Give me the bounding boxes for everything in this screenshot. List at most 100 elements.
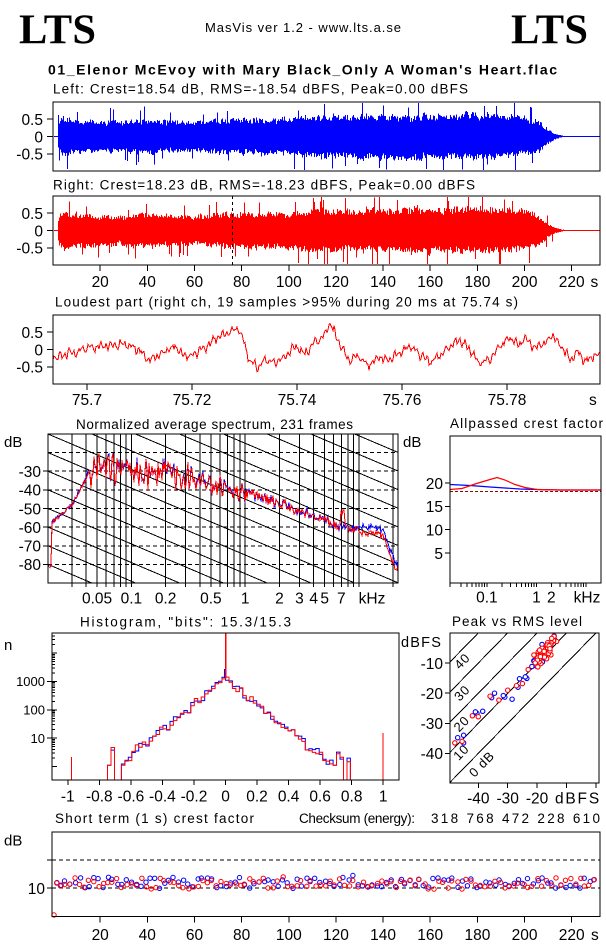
svg-text:160: 160 (417, 927, 443, 944)
svg-text:100: 100 (23, 703, 45, 718)
svg-text:dBFS: dBFS (401, 635, 442, 651)
svg-text:-60: -60 (19, 520, 42, 537)
svg-text:1: 1 (241, 591, 250, 608)
svg-text:7: 7 (337, 591, 346, 608)
svg-text:0.5: 0.5 (21, 112, 43, 129)
svg-text:15: 15 (426, 499, 443, 516)
svg-text:LTS: LTS (19, 7, 96, 54)
svg-text:0.5: 0.5 (200, 591, 222, 608)
svg-text:Normalized average spectrum, 2: Normalized average spectrum, 231 frames (76, 417, 353, 432)
svg-text:100: 100 (276, 274, 302, 291)
svg-text:-0.5: -0.5 (16, 241, 43, 258)
svg-text:01_Elenor McEvoy with Mary Bla: 01_Elenor McEvoy with Mary Black_Only A … (48, 62, 557, 78)
svg-text:MasVis ver 1.2 - www.lts.a.se: MasVis ver 1.2 - www.lts.a.se (205, 20, 401, 35)
svg-text:-0.2: -0.2 (181, 789, 208, 806)
svg-text:LTS: LTS (511, 7, 588, 54)
svg-text:318 768 472 228 610: 318 768 472 228 610 (431, 811, 600, 826)
svg-text:2: 2 (275, 591, 284, 608)
svg-text:-30: -30 (496, 791, 519, 808)
svg-text:10: 10 (426, 523, 444, 540)
svg-text:-0.8: -0.8 (86, 789, 113, 806)
svg-text:-40: -40 (467, 791, 490, 808)
svg-text:75.72: 75.72 (173, 392, 212, 409)
svg-text:Loudest part (right ch, 19 sam: Loudest part (right ch, 19 samples >95% … (55, 295, 518, 310)
svg-text:0: 0 (221, 789, 230, 806)
svg-text:2: 2 (547, 590, 556, 607)
svg-text:-10: -10 (421, 656, 444, 673)
svg-text:0.2: 0.2 (155, 591, 177, 608)
svg-text:-0.5: -0.5 (16, 147, 43, 164)
svg-text:10: 10 (31, 731, 45, 746)
svg-text:0.5: 0.5 (21, 325, 43, 342)
svg-text:0.8: 0.8 (341, 789, 363, 806)
svg-text:4: 4 (309, 591, 318, 608)
svg-text:5: 5 (434, 546, 443, 563)
svg-text:200: 200 (512, 927, 538, 944)
svg-text:dB: dB (4, 833, 22, 850)
svg-text:-1: -1 (61, 789, 75, 806)
svg-text:Checksum (energy):: Checksum (energy): (299, 811, 415, 826)
svg-text:0.6: 0.6 (309, 789, 331, 806)
svg-text:Left: Crest=18.54 dB, RMS=-18.: Left: Crest=18.54 dB, RMS=-18.54 dBFS, P… (53, 82, 468, 97)
svg-text:-40: -40 (19, 483, 42, 500)
svg-text:dBFS: dBFS (555, 791, 601, 808)
svg-text:-0.6: -0.6 (118, 789, 145, 806)
svg-text:Histogram, "bits": 15.3/15.3: Histogram, "bits": 15.3/15.3 (80, 614, 291, 629)
svg-text:75.78: 75.78 (488, 392, 527, 409)
svg-text:kHz: kHz (574, 590, 601, 607)
svg-text:3: 3 (295, 591, 304, 608)
svg-text:0: 0 (34, 129, 43, 146)
svg-text:120: 120 (323, 274, 349, 291)
svg-text:180: 180 (464, 927, 490, 944)
svg-text:-70: -70 (19, 539, 42, 556)
svg-text:Short term (1 s) crest factor: Short term (1 s) crest factor (55, 811, 255, 826)
svg-text:0.1: 0.1 (476, 590, 498, 607)
svg-text:Right: Crest=18.23 dB, RMS=-18: Right: Crest=18.23 dB, RMS=-18.23 dBFS, … (53, 178, 475, 193)
svg-text:1: 1 (532, 590, 541, 607)
svg-text:40: 40 (139, 927, 157, 944)
svg-text:0.1: 0.1 (121, 591, 143, 608)
svg-text:0.05: 0.05 (82, 591, 112, 608)
svg-text:-30: -30 (421, 716, 444, 733)
svg-text:-20: -20 (526, 791, 549, 808)
svg-text:-0.5: -0.5 (16, 360, 43, 377)
svg-text:dB: dB (4, 434, 22, 451)
svg-text:20: 20 (92, 927, 110, 944)
svg-text:1000: 1000 (16, 674, 45, 689)
svg-text:0: 0 (34, 342, 43, 359)
svg-text:200: 200 (512, 274, 538, 291)
svg-text:180: 180 (464, 274, 490, 291)
svg-text:75.74: 75.74 (278, 392, 317, 409)
svg-text:140: 140 (370, 927, 396, 944)
svg-text:0.5: 0.5 (21, 206, 43, 223)
svg-text:-30: -30 (19, 464, 42, 481)
svg-text:s: s (591, 274, 599, 291)
svg-text:60: 60 (186, 927, 204, 944)
svg-text:Peak vs RMS level: Peak vs RMS level (452, 614, 582, 629)
svg-text:0.4: 0.4 (278, 789, 300, 806)
svg-text:75.76: 75.76 (383, 392, 422, 409)
svg-text:1: 1 (379, 789, 388, 806)
svg-text:Allpassed crest factor: Allpassed crest factor (450, 416, 604, 431)
svg-text:dB: dB (403, 434, 421, 451)
svg-text:-0.4: -0.4 (149, 789, 176, 806)
svg-text:kHz: kHz (359, 591, 386, 608)
svg-text:160: 160 (417, 274, 443, 291)
svg-text:n: n (4, 637, 12, 654)
svg-text:5: 5 (320, 591, 329, 608)
svg-text:-40: -40 (421, 746, 444, 763)
svg-text:140: 140 (370, 274, 396, 291)
svg-text:100: 100 (276, 927, 302, 944)
svg-text:20: 20 (426, 476, 444, 493)
svg-text:60: 60 (186, 274, 204, 291)
svg-text:s: s (591, 927, 599, 944)
svg-text:10: 10 (28, 881, 46, 898)
svg-text:0: 0 (34, 223, 43, 240)
svg-text:-20: -20 (421, 686, 444, 703)
svg-text:80: 80 (233, 274, 251, 291)
svg-text:75.7: 75.7 (72, 392, 102, 409)
svg-text:-50: -50 (19, 501, 42, 518)
svg-text:-80: -80 (19, 557, 42, 574)
svg-text:20: 20 (92, 274, 110, 291)
svg-text:s: s (589, 392, 597, 409)
